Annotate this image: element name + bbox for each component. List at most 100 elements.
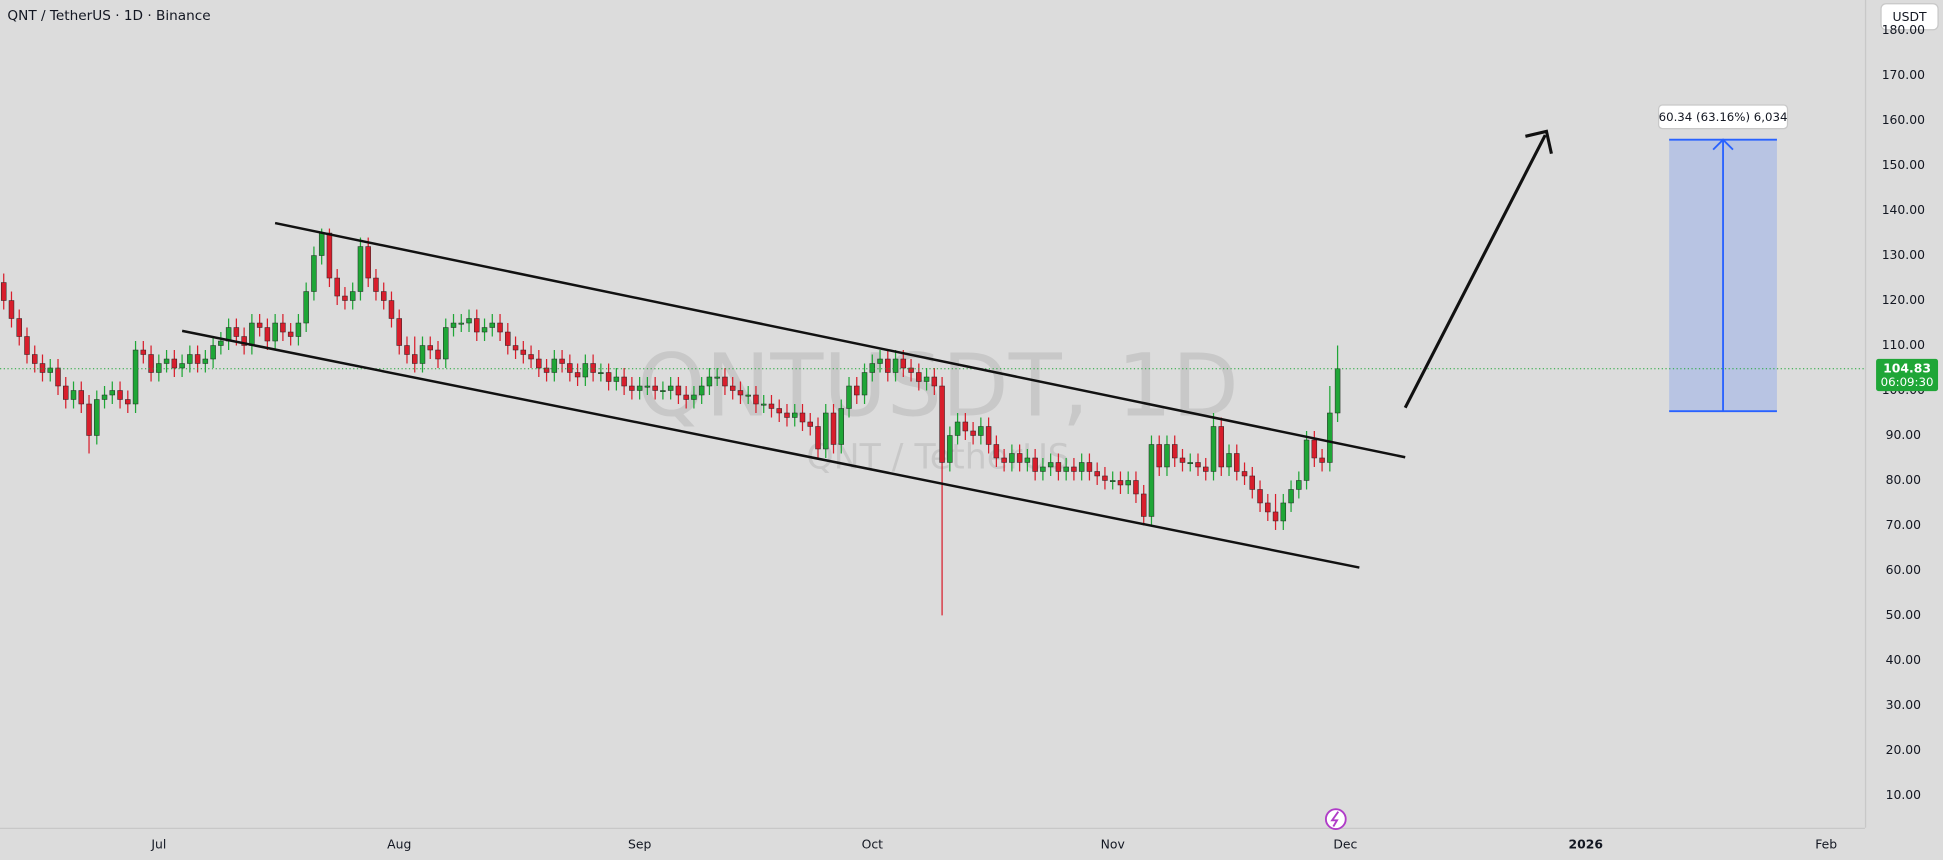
candle-body (357, 246, 364, 292)
candle-body (854, 385, 860, 396)
candle-body (163, 358, 170, 364)
candle-body (784, 412, 790, 418)
candle-body (179, 363, 185, 369)
candle-body (1016, 453, 1023, 463)
candle-body (233, 327, 240, 337)
candle-body (768, 403, 775, 409)
candle-body (326, 232, 333, 279)
candle-body (419, 345, 426, 364)
candle-body (1257, 489, 1263, 504)
y-tick-label: 130.00 (1882, 247, 1925, 262)
candle-body (559, 358, 565, 364)
candle-body (916, 372, 922, 382)
y-tick-label: 20.00 (1886, 742, 1922, 757)
candle-body (551, 358, 558, 373)
y-tick-label: 90.00 (1886, 427, 1922, 442)
candle-body (962, 421, 969, 432)
y-tick-label: 50.00 (1886, 607, 1922, 622)
candle-body (753, 394, 759, 405)
candle-body (334, 277, 340, 297)
candle-body (970, 430, 976, 436)
candle-body (590, 363, 596, 373)
candle-body (1272, 511, 1279, 522)
candle-body (985, 426, 992, 445)
candle-body (1327, 412, 1333, 463)
countdown-label: 06:09:30 (1881, 375, 1934, 389)
watermark-subtitle: QNT / TetherUS (806, 438, 1069, 478)
candle-body (109, 390, 116, 396)
candle-body (272, 322, 278, 342)
channel-upper-line[interactable] (274, 221, 1406, 459)
candle-body (512, 345, 519, 351)
candle-body (78, 390, 84, 405)
candle-body (1218, 426, 1224, 468)
y-tick-label: 170.00 (1882, 67, 1925, 82)
currency-button[interactable] (1880, 3, 1939, 31)
watermark: QNTUSDT, 1D (637, 336, 1239, 437)
candle-body (241, 336, 247, 346)
y-tick-label: 160.00 (1882, 112, 1925, 127)
candle-body (101, 394, 108, 400)
candle-body (706, 376, 713, 387)
candle-body (24, 336, 30, 355)
x-tick-label: Sep (628, 837, 651, 852)
candle-body (280, 322, 286, 333)
candle-body (1226, 453, 1232, 468)
candle-body (466, 318, 472, 324)
candle-body (737, 390, 744, 396)
candle-body (218, 340, 224, 346)
candle-body (1055, 462, 1062, 472)
events-icon-glyph (1330, 811, 1340, 828)
candle-body (722, 376, 728, 387)
candle-body (978, 426, 984, 436)
candle-body (349, 291, 356, 301)
arrow-line[interactable] (1403, 134, 1547, 409)
candle-body (885, 358, 891, 373)
measure-label-box (1657, 104, 1789, 130)
candle-body (404, 345, 410, 355)
channel-lower-line[interactable] (181, 329, 1360, 569)
candle-body (373, 277, 379, 292)
candle-body (202, 358, 209, 364)
drawings (181, 129, 1553, 569)
y-tick-label: 110.00 (1882, 337, 1925, 352)
candle-body (117, 390, 123, 400)
measure-arrow-head (1712, 138, 1734, 151)
candle-body (939, 385, 945, 463)
candle-body (435, 349, 441, 360)
candle-body (388, 300, 395, 319)
candle-body (567, 363, 573, 373)
candle-body (1040, 466, 1046, 472)
candle-body (1241, 471, 1248, 477)
arrow-head (1525, 129, 1553, 155)
candle-body (629, 385, 635, 391)
candle-body (443, 327, 449, 360)
candle-body (636, 385, 643, 391)
candle-body (1117, 480, 1124, 486)
last-price-label: 104.83 (1883, 360, 1931, 375)
candle-body (543, 367, 550, 373)
candle-body (194, 354, 201, 364)
candle-body (877, 358, 883, 364)
candle-body (1009, 453, 1015, 463)
candle-body (1334, 368, 1341, 414)
candle-body (613, 376, 620, 382)
candle-body (900, 358, 907, 369)
y-tick-label: 150.00 (1882, 157, 1925, 172)
events-icon[interactable] (1324, 808, 1347, 830)
candle-body (8, 300, 15, 319)
candle-body (287, 331, 294, 337)
candle-body (1172, 444, 1178, 459)
candle-body (1195, 462, 1201, 468)
candle-body (295, 322, 302, 337)
currency-label: USDT (1893, 9, 1927, 24)
candle-body (1078, 462, 1085, 472)
candle-body (1140, 493, 1147, 517)
candle-body (497, 322, 503, 333)
candle-body (450, 322, 457, 328)
candle-body (621, 376, 627, 387)
candle-body (1125, 480, 1131, 486)
candle-body (1296, 480, 1302, 490)
candle-body (1311, 439, 1318, 459)
